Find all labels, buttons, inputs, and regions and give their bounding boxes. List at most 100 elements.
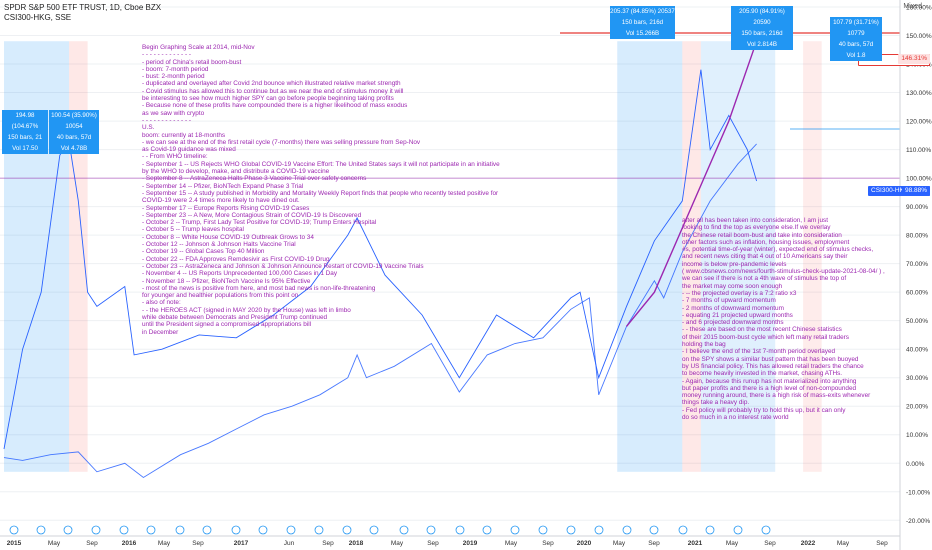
annotation-line: boom: currently at 18-months (142, 131, 226, 139)
x-tick-label: 2016 (122, 540, 137, 547)
y-tick-label: 130.00% (906, 90, 932, 97)
measure-line: 100.54 (35.90%) 10054 (51, 112, 97, 130)
annotation-right[interactable]: after all has been taken into considerat… (682, 217, 885, 421)
x-tick-label: Sep (876, 540, 888, 547)
annotation-line: - Again, because this runup has not mate… (682, 377, 857, 385)
projection-region (4, 41, 70, 472)
measure-line: 107.79 (31.71%) 10779 (833, 19, 879, 37)
y-tick-label: 90.00% (906, 204, 928, 211)
dividend-marker (342, 525, 352, 535)
measure-line: 205.90 (84.91%) 20590 (739, 8, 785, 26)
annotation-line: #s, potential time-of-year (winter), exp… (682, 246, 874, 254)
y-tick-label: 70.00% (906, 261, 928, 268)
y-tick-label: 0.00% (906, 461, 925, 468)
dividend-marker (733, 525, 743, 535)
x-tick-label: Sep (427, 540, 439, 547)
annotation-line: - September 23 -- A New, More Contagious… (142, 211, 362, 219)
x-tick-label: Sep (648, 540, 660, 547)
dividend-marker (9, 525, 19, 535)
dividend-marker (705, 525, 715, 535)
annotation-line: - period of China's retail boom-bust (142, 58, 242, 66)
annotation-line: and recent news citing that 4 out of 10 … (682, 253, 848, 261)
annotation-line: while debate between Democrats and Presi… (142, 313, 328, 321)
x-tick-label: May (505, 540, 518, 547)
measure-line: 40 bars, 57d (56, 134, 92, 141)
measure-line: 194.98 (104.67% (11, 112, 39, 130)
annotation-line: - - the HEROES ACT (signed in MAY 2020 b… (142, 306, 351, 314)
x-tick-label: May (837, 540, 850, 547)
annotation-line: - - these are based on the most recent C… (682, 326, 842, 334)
series-lines (0, 32, 900, 479)
symbol-header-csi[interactable]: CSI300-HKG, SSE (4, 13, 72, 22)
annotation-line: - October 23 -- AstraZeneca and Johnson … (142, 262, 424, 270)
measure-box-1[interactable]: 194.98 (104.67% 150 bars, 21 Vol 17.50 (2, 110, 48, 154)
x-tick-label: Jun (284, 540, 295, 547)
y-tick-label: 160.00% (906, 5, 932, 12)
projection-region (682, 41, 701, 472)
y-tick-label: 120.00% (906, 119, 932, 126)
symbol-header-spy[interactable]: SPDR S&P 500 ETF TRUST, 1D, Cboe BZX (4, 3, 162, 12)
annotation-line: - - - - - - - - - - - - - (142, 51, 191, 59)
measure-box-2[interactable]: 100.54 (35.90%) 10054 40 bars, 57d Vol 4… (49, 110, 99, 154)
annotation-line: by US financial policy. This has allowed… (682, 362, 864, 370)
y-tick-label: 10.00% (906, 432, 928, 439)
dividend-marker (594, 525, 604, 535)
measure-box-4[interactable]: 205.90 (84.91%) 20590 150 bars, 216d Vol… (731, 6, 793, 50)
annotation-line: to become heavily invested in the market… (682, 370, 843, 378)
measure-line: 150 bars, 216d (741, 30, 783, 37)
annotation-line: - 7 months of upward momentum (682, 297, 776, 305)
y-tick-label: 100.00% (906, 176, 932, 183)
y-tick-label: -20.00% (906, 518, 930, 525)
x-tick-label: May (613, 540, 626, 547)
y-tick-label: 110.00% (906, 147, 931, 154)
y-tick-label: 30.00% (906, 375, 928, 382)
measure-line: Vol 2.814B (747, 41, 777, 48)
annotation-line: - October 12 -- Johnson & Johnson Halts … (142, 241, 296, 249)
measure-line: 150 bars, 216d (621, 19, 664, 26)
y-axis-mode[interactable]: Mixed (903, 3, 922, 10)
annotation-line: - - - - - - - - - - - - - (142, 116, 191, 124)
x-tick-label: May (158, 540, 171, 547)
annotation-line: - I believe the end of the 1st 7-month p… (682, 348, 836, 356)
x-tick-label: 2015 (7, 540, 22, 547)
y-tick-label: -10.00% (906, 489, 930, 496)
dividend-marker (258, 525, 268, 535)
dividend-marker (91, 525, 101, 535)
measure-box-3[interactable]: 205.37 (84.85%) 20537 150 bars, 216d Vol… (610, 6, 675, 39)
dividend-marker (369, 525, 379, 535)
annotation-line: the market may come soon enough (682, 282, 783, 290)
annotation-line: as Covid-19 guidance was mixed (142, 146, 236, 154)
measure-box-5[interactable]: 107.79 (31.71%) 10779 40 bars, 57d Vol 1… (830, 17, 882, 61)
annotation-left[interactable]: Begin Graphing Scale at 2014, mid-Nov - -… (142, 44, 500, 336)
series-line-projection (625, 40, 758, 327)
annotation-line: money running around, there is a high ri… (682, 392, 871, 400)
measure-line: Vol 4.78B (60, 145, 88, 152)
csi-badge-name: CSI300-HKG (868, 186, 930, 196)
y-tick-label: 60.00% (906, 290, 928, 297)
annotation-line: - Because none of these profits have com… (142, 102, 408, 110)
x-tick-label: 2019 (463, 540, 478, 547)
dividend-marker (566, 525, 576, 535)
grid-lines (0, 6, 900, 521)
annotation-line: - duplicated and overlayed after Covid 2… (142, 80, 401, 88)
annotation-line: after all has been taken into considerat… (682, 217, 829, 224)
measure-line: 205.37 (84.85%) 20537 (610, 8, 675, 15)
annotation-line: - bust: 2-month period (142, 73, 205, 81)
dividend-marker (538, 525, 548, 535)
annotation-line: - -- the projected overlay is a 7:2 rati… (682, 289, 797, 297)
x-tick-label: Sep (764, 540, 776, 547)
annotation-line: in December (142, 328, 179, 336)
projection-region (69, 41, 88, 472)
annotation-line: - most of the news is positive from here… (142, 284, 376, 292)
dividend-marker (510, 525, 520, 535)
x-tick-label: May (726, 540, 739, 547)
dividend-marker (286, 525, 296, 535)
annotation-line: - October 19 -- Global Cases Top 40 Mill… (142, 248, 265, 256)
x-axis: 2015 May Sep 2016 May Sep 2017 Jun Sep 2018 May Sep… (0, 525, 900, 547)
projection-region (803, 41, 822, 472)
dividend-marker (175, 525, 185, 535)
x-tick-label: 2021 (688, 540, 703, 547)
annotation-line: - boom: 7-month period (142, 65, 209, 73)
dividend-marker (399, 525, 409, 535)
x-tick-label: 2022 (801, 540, 816, 547)
